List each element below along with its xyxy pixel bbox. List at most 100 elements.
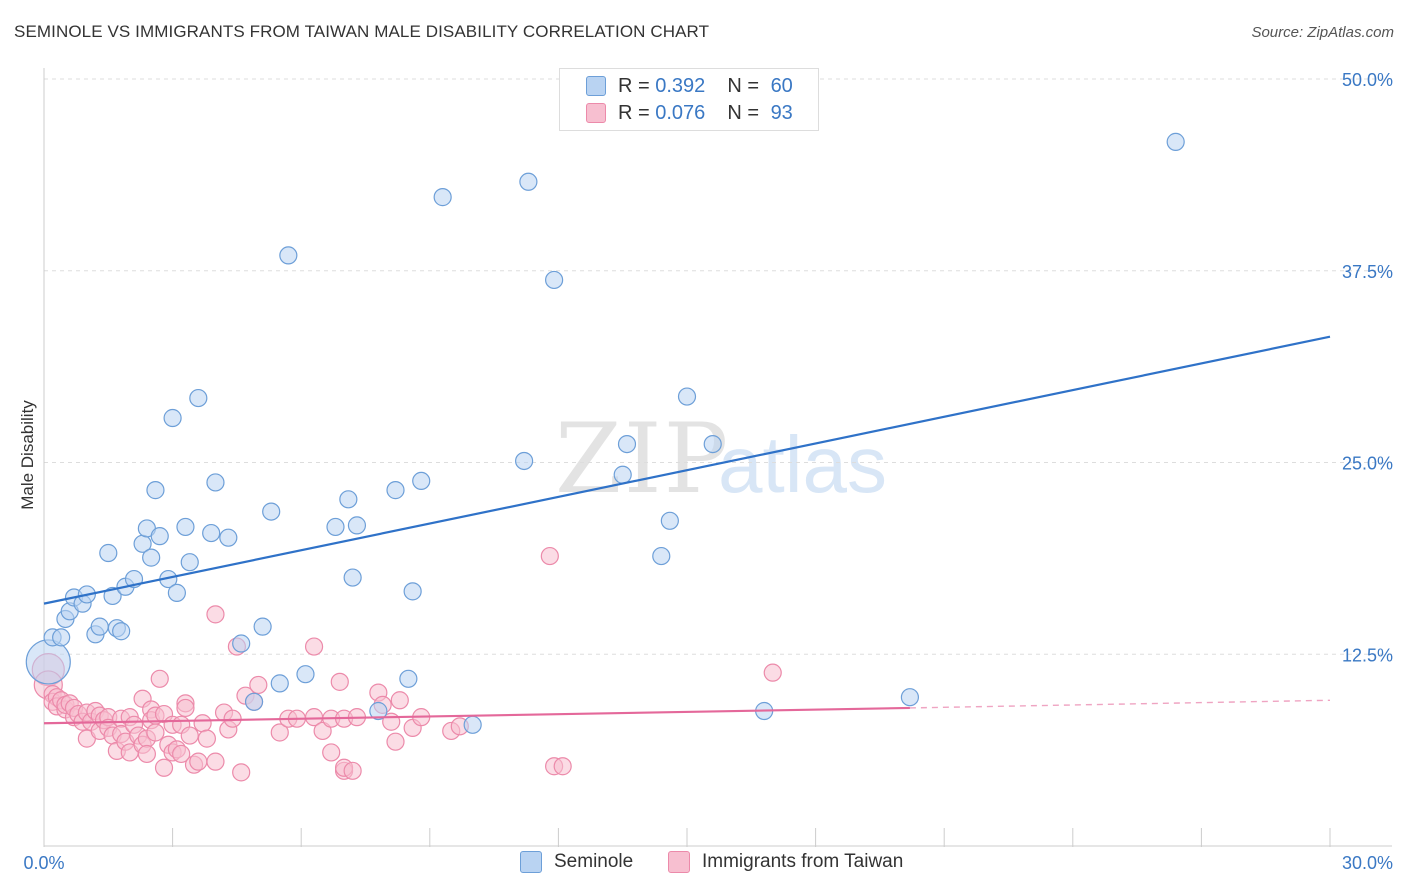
point-taiwan-39 [146, 723, 165, 742]
point-seminole-41 [369, 701, 388, 721]
series-legend: Seminole Immigrants from Taiwan [0, 851, 1406, 879]
point-seminole-2 [52, 628, 71, 647]
point-seminole-54 [660, 511, 679, 530]
point-seminole-30 [232, 634, 251, 653]
legend-n-value-seminole: 60 [770, 74, 793, 97]
point-taiwan-58 [223, 709, 242, 728]
point-seminole-47 [463, 715, 482, 734]
y-tick-label-3: 50.0% [1342, 70, 1393, 90]
point-taiwan-42 [154, 758, 174, 777]
y-axis-label: Male Disability [18, 400, 37, 510]
point-seminole-34 [270, 674, 289, 693]
point-taiwan-52 [189, 752, 208, 771]
x-tick-label-1: 30.0% [1342, 853, 1393, 873]
point-seminole-25 [180, 553, 199, 572]
point-seminole-46 [433, 188, 452, 207]
point-seminole-42 [386, 481, 405, 500]
point-seminole-20 [150, 527, 169, 546]
point-seminole-28 [206, 473, 225, 492]
legend-n-value-taiwan: 93 [770, 101, 793, 124]
legend-item-seminole[interactable]: Seminole [520, 851, 633, 873]
chart-title: SEMINOLE VS IMMIGRANTS FROM TAIWAN MALE … [14, 22, 710, 41]
legend-n-label-taiwan: N = [727, 101, 765, 124]
point-seminole-10 [99, 543, 118, 563]
point-seminole-58 [900, 688, 920, 707]
point-seminole-27 [202, 523, 221, 543]
legend-r-label-seminole: R = [618, 74, 656, 97]
x-tick-label-0: 0.0% [23, 853, 64, 873]
point-taiwan-48 [172, 744, 191, 764]
point-seminole-9 [90, 617, 109, 636]
point-seminole-32 [253, 617, 272, 636]
point-taiwan-72 [330, 672, 349, 691]
correlation-legend: R = 0.392 N = 60 R = 0.076 N = 93 [559, 68, 819, 131]
point-taiwan-92 [176, 698, 195, 718]
chart-source: Source: ZipAtlas.com [1251, 24, 1394, 41]
point-seminole-22 [163, 408, 182, 428]
point-seminole-0 [25, 639, 71, 685]
point-seminole-26 [189, 388, 208, 408]
point-seminole-52 [617, 434, 637, 454]
point-seminole-56 [703, 434, 722, 454]
point-taiwan-68 [304, 637, 324, 656]
point-seminole-31 [244, 692, 264, 711]
point-seminole-35 [279, 246, 298, 265]
point-seminole-19 [146, 481, 165, 500]
y-tick-label-2: 37.5% [1342, 262, 1393, 282]
point-taiwan-35 [137, 744, 156, 764]
point-seminole-59 [1166, 132, 1185, 151]
point-taiwan-91 [206, 752, 225, 771]
legend-bottom-label-taiwan: Immigrants from Taiwan [702, 851, 904, 872]
point-seminole-49 [519, 172, 538, 191]
point-taiwan-50 [180, 726, 199, 745]
legend-row-seminole: R = 0.392 N = 60 [586, 74, 793, 98]
point-taiwan-81 [390, 691, 409, 710]
point-taiwan-89 [763, 663, 782, 682]
point-taiwan-40 [150, 669, 169, 688]
point-seminole-55 [677, 387, 697, 406]
point-taiwan-54 [197, 729, 216, 748]
point-seminole-33 [262, 502, 281, 521]
point-seminole-11 [103, 586, 122, 606]
trendline-seminole [43, 335, 1331, 605]
trendline-taiwan-projection [909, 699, 1331, 709]
legend-n-label-seminole: N = [727, 74, 765, 97]
point-taiwan-69 [313, 721, 332, 741]
legend-bottom-label-seminole: Seminole [554, 851, 634, 872]
watermark-zip: ZIP [555, 403, 730, 515]
y-tick-label-1: 25.0% [1342, 454, 1393, 474]
point-taiwan-88 [553, 757, 572, 776]
legend-bottom-swatch-seminole [520, 851, 542, 873]
point-seminole-37 [326, 517, 345, 537]
y-tick-label-0: 12.5% [1342, 645, 1393, 665]
point-seminole-51 [613, 465, 632, 484]
point-seminole-36 [296, 665, 315, 684]
legend-item-taiwan[interactable]: Immigrants from Taiwan [668, 851, 903, 873]
legend-row-taiwan: R = 0.076 N = 93 [586, 101, 793, 125]
legend-r-value-taiwan: 0.076 [655, 101, 706, 124]
legend-swatch-taiwan [586, 103, 606, 123]
legend-swatch-seminole [586, 76, 606, 96]
point-seminole-24 [176, 517, 195, 537]
point-seminole-53 [652, 546, 671, 566]
point-seminole-18 [142, 548, 161, 567]
trendline-taiwan [43, 706, 910, 725]
legend-r-label-taiwan: R = [618, 101, 656, 124]
point-seminole-38 [339, 490, 358, 509]
point-taiwan-55 [206, 605, 225, 624]
point-taiwan-76 [343, 761, 362, 780]
legend-bottom-swatch-taiwan [668, 851, 690, 873]
point-taiwan-53 [193, 714, 212, 733]
point-seminole-23 [167, 583, 186, 602]
point-seminole-29 [219, 528, 238, 547]
point-seminole-48 [515, 451, 534, 471]
point-taiwan-71 [322, 743, 341, 762]
point-seminole-50 [545, 270, 564, 290]
point-taiwan-60 [232, 763, 251, 782]
point-seminole-39 [343, 568, 362, 587]
point-taiwan-63 [249, 675, 268, 695]
point-seminole-13 [112, 622, 131, 641]
point-seminole-43 [399, 669, 418, 688]
point-seminole-44 [403, 582, 422, 601]
